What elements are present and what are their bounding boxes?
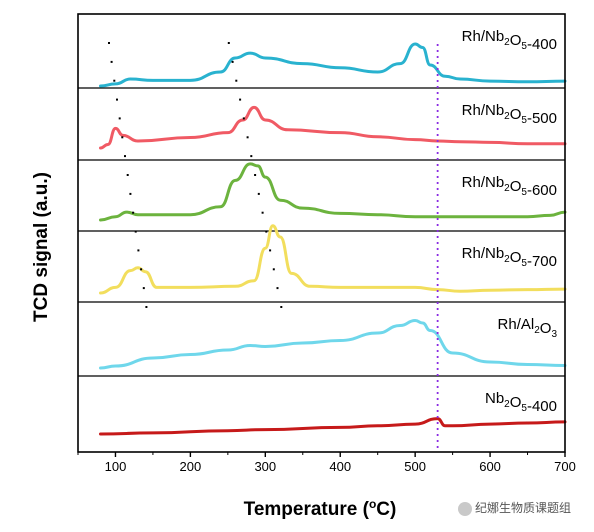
y-axis-title: TCD signal (a.u.) [31, 172, 52, 322]
x-tick-label: 100 [105, 459, 127, 474]
trend-dot [126, 174, 129, 176]
trend-dot [132, 211, 135, 214]
trend-dot [137, 249, 140, 252]
trend-dot [227, 42, 230, 44]
trend-dots-layer [108, 42, 283, 308]
series-label-Rh/Nb2O5-600: Rh/Nb2O5-600 [462, 174, 557, 199]
series-line-Rh/Nb2O5-400 [99, 42, 567, 88]
trend-dot [235, 79, 238, 82]
series-label-Rh/Nb2O5-700: Rh/Nb2O5-700 [462, 245, 557, 270]
trend-dot [113, 79, 116, 82]
series-label-Nb2O5-400: Nb2O5-400 [485, 390, 557, 415]
trend-dot [108, 42, 110, 44]
trend-dot [261, 211, 264, 214]
trend-dot [272, 268, 275, 271]
trend-dot [269, 249, 272, 252]
trend-dot [257, 192, 260, 195]
trend-dot [280, 306, 283, 308]
panels-layer: Rh/Nb2O5-400 Rh/Nb2O5-500 Rh/Nb2O5-600 Rh/N… [78, 28, 567, 436]
trend-dot [242, 117, 245, 120]
trend-dot [250, 155, 253, 158]
x-tick-label: 400 [329, 459, 351, 474]
series-line-Nb2O5-400 [99, 417, 567, 436]
watermark: 纪娜生物质课题组 [458, 499, 571, 516]
trend-dot [142, 287, 145, 290]
wechat-icon [458, 501, 472, 516]
trend-dot [239, 98, 242, 101]
trend-dot [254, 174, 257, 176]
series-line-Rh/Nb2O5-500 [99, 105, 567, 150]
x-tick-label: 700 [554, 459, 576, 474]
watermark-text: 纪娜生物质课题组 [475, 501, 572, 515]
trend-dot [129, 192, 132, 195]
series-label-Rh/Al2O3: Rh/Al2O3 [498, 316, 558, 340]
trend-dot [118, 117, 121, 120]
series-line-Rh/Al2O3 [99, 319, 567, 370]
trend-dot [246, 136, 249, 139]
series-label-Rh/Nb2O5-400: Rh/Nb2O5-400 [462, 28, 557, 53]
x-axis-title: Temperature (oC) [244, 497, 397, 520]
trend-dot [231, 60, 234, 63]
series-line-Rh/Nb2O5-600 [99, 162, 567, 222]
axes-layer: 100 200 300 400 500 600 700 [77, 13, 576, 474]
trend-dot [140, 268, 143, 271]
trend-dot [121, 136, 124, 139]
trend-dot [265, 230, 268, 233]
trend-dot [134, 230, 137, 233]
plot-frame [77, 13, 566, 453]
x-tick-label: 600 [479, 459, 501, 474]
trend-dot [110, 60, 113, 63]
trend-dot [116, 98, 118, 101]
trend-dot [124, 155, 126, 158]
trend-dot [145, 306, 148, 308]
x-tick-label: 200 [180, 459, 202, 474]
x-tick-label: 500 [404, 459, 426, 474]
trend-dot [276, 287, 279, 290]
x-tick-label: 300 [254, 459, 276, 474]
series-label-Rh/Nb2O5-500: Rh/Nb2O5-500 [462, 102, 557, 127]
